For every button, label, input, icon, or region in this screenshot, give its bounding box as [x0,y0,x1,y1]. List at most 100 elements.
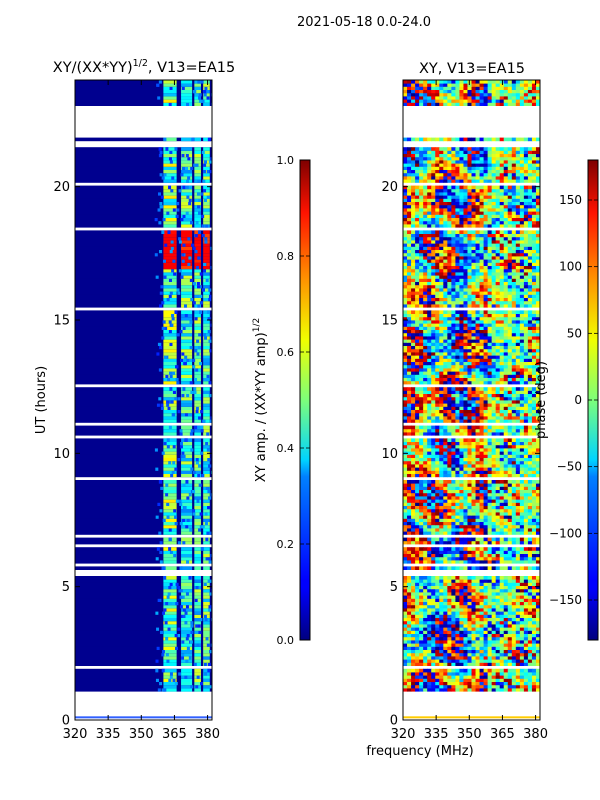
amplitude-speckle [164,620,168,625]
phase-cell [491,556,497,561]
phase-cell [455,438,460,442]
phase-cell [431,521,436,526]
amplitude-channel-cell [194,102,201,106]
phase-cell [435,329,440,334]
amplitude-speckle [210,553,212,558]
phase-cell [435,473,440,478]
phase-cell [439,668,444,673]
amplitude-speckle [166,403,170,407]
amplitude-xtick-label: 320 [63,727,88,742]
phase-cell [459,374,464,378]
amplitude-channel-cell [203,339,210,343]
phase-cell [455,672,460,676]
phase-cell [447,524,452,529]
amplitude-speckle [156,627,160,631]
amplitude-channel-cell [203,179,210,183]
phase-cell [423,560,428,564]
phase-cell [455,656,460,660]
phase-cell [495,406,501,410]
phase-cell [423,339,428,343]
amplitude-channel-cell [181,323,193,327]
phase-cell [523,566,529,570]
phase-cell [491,441,497,446]
phase-cell [483,368,489,372]
phase-cell [403,620,408,625]
phase-cell [455,332,460,337]
phase-cell [463,611,468,615]
phase-cell [507,499,513,503]
amplitude-speckle [206,195,210,199]
phase-cell [451,355,456,359]
phase-cell [447,409,452,414]
phase-cell [511,441,517,446]
phase-cell [519,368,525,372]
phase-cell [415,668,420,673]
amplitude-channel-cell [203,243,210,247]
phase-cell [415,688,420,692]
amplitude-row [75,550,212,554]
amplitude-channel-cell [194,201,201,206]
phase-cell [491,320,497,324]
amplitude-row [75,499,212,503]
amplitude-channel-cell [203,374,210,378]
phase-cell [491,339,497,343]
phase-cell [503,611,509,615]
phase-cell [411,432,416,436]
amplitude-channel-cell [203,528,210,532]
phase-cell [407,345,412,350]
phase-cell [407,393,412,398]
phase-cell [451,320,456,324]
phase-cell [451,531,456,535]
phase-cell [447,326,452,330]
amplitude-speckle [162,217,166,222]
amplitude-row [75,652,212,657]
amplitude-speckle [190,624,194,628]
amplitude-channel-cell [163,137,177,142]
phase-cell [511,512,517,516]
amplitude-speckle [200,547,204,551]
phase-cell [531,588,537,593]
phase-cell [527,406,533,410]
phase-cell [447,515,452,519]
phase-cell [503,553,509,558]
amplitude-channel-cell [194,681,201,686]
phase-cell [455,368,460,372]
amplitude-channel-cell [194,310,201,314]
phase-cell [427,448,432,452]
phase-cell [411,537,416,542]
phase-cell [479,483,485,487]
phase-cell [451,467,456,471]
amplitude-row [75,614,212,618]
phase-cell [523,473,529,478]
phase-cell [511,540,517,545]
phase-cell [407,396,412,401]
phase-cell [403,332,408,337]
phase-cell [519,521,525,526]
amplitude-speckle [158,368,162,372]
phase-cell [407,502,412,506]
phase-cell [463,531,468,535]
phase-cell [423,556,428,561]
phase-cell [511,406,517,410]
phase-cell [435,518,440,522]
phase-cell [511,659,517,663]
amplitude-row [75,185,212,190]
amplitude-speckle [177,585,181,590]
amplitude-channel-cell [181,284,193,289]
phase-cell [535,579,540,583]
phase-cell [483,611,489,615]
phase-cell [435,355,440,359]
amplitude-xtick-label: 350 [129,727,154,742]
phase-cell [427,579,432,583]
amplitude-speckle [182,483,186,487]
phase-cell [511,460,517,465]
amplitude-speckle [161,611,165,615]
phase-cell [507,464,513,468]
phase-cell [447,387,452,391]
phase-cell [503,675,509,679]
phase-cell [519,416,525,420]
amplitude-speckle [208,560,212,564]
phase-cell [535,339,540,343]
amplitude-channel-cell [194,550,201,554]
phase-cell [491,483,497,487]
